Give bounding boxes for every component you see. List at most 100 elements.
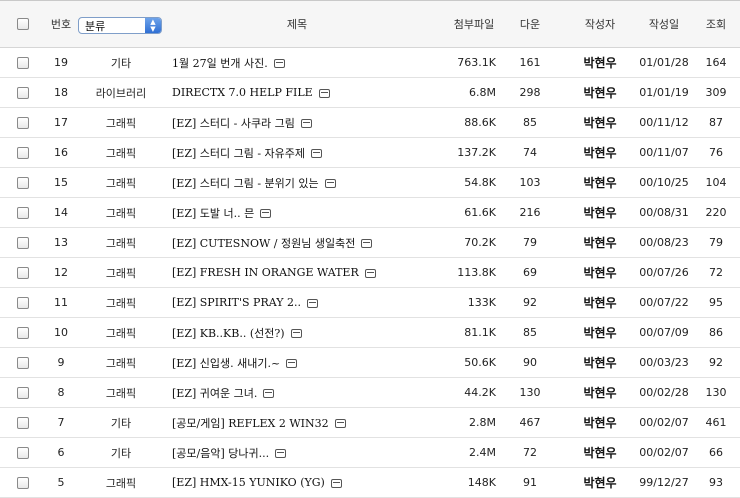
row-title-link[interactable]: [EZ] KB..KB.. (선전?)	[172, 326, 285, 340]
row-title-link[interactable]: [EZ] 귀여운 그녀.	[172, 386, 258, 400]
row-author[interactable]: 박현우	[583, 266, 617, 280]
row-select-cell	[11, 408, 35, 437]
row-downloads: 467	[519, 416, 541, 429]
row-title-link[interactable]: [EZ] 스터디 그림 - 분위기 있는	[172, 176, 319, 190]
row-title-cell: [EZ] KB..KB.. (선전?)	[172, 318, 442, 347]
row-date: 00/07/22	[639, 296, 689, 309]
row-title-cell: [EZ] 신입생. 새내기.~	[172, 348, 442, 377]
row-author[interactable]: 박현우	[583, 416, 617, 430]
row-checkbox[interactable]	[17, 146, 29, 159]
row-date: 00/02/07	[639, 416, 689, 429]
table-row: 18 라이브러리 DIRECTX 7.0 HELP FILE 6.8M 298 …	[0, 78, 740, 108]
row-category: 그래픽	[105, 206, 137, 220]
row-checkbox[interactable]	[17, 476, 29, 489]
row-downloads: 85	[523, 116, 537, 129]
row-number: 17	[54, 116, 68, 129]
row-author[interactable]: 박현우	[583, 146, 617, 160]
table-row: 14 그래픽 [EZ] 도발 너.. 믄 61.6K 216 박현우 00/08…	[0, 198, 740, 228]
row-views: 92	[709, 356, 723, 369]
row-title-link[interactable]: [공모/음악] 당나귀...	[172, 446, 270, 460]
row-title-link[interactable]: [EZ] 스터디 - 사쿠라 그림	[172, 116, 295, 130]
row-checkbox[interactable]	[17, 56, 29, 69]
row-select-cell	[11, 48, 35, 77]
row-title-link[interactable]: [EZ] HMX-15 YUNIKO (YG)	[172, 476, 325, 489]
row-select-cell	[11, 258, 35, 287]
row-date: 00/02/07	[639, 446, 689, 459]
row-title-link[interactable]: [EZ] CUTESNOW / 정원님 생일축전	[172, 236, 356, 250]
row-author[interactable]: 박현우	[583, 476, 617, 490]
row-author[interactable]: 박현우	[583, 206, 617, 220]
row-select-cell	[11, 198, 35, 227]
row-attachment-size: 44.2K	[464, 386, 496, 399]
row-number: 5	[57, 476, 65, 489]
row-title-link[interactable]: 1월 27일 번개 사진.	[172, 56, 268, 70]
comment-icon	[330, 479, 342, 488]
row-checkbox[interactable]	[17, 326, 29, 339]
category-filter-select[interactable]: 분류 ▲ ▼	[78, 17, 162, 34]
row-checkbox[interactable]	[17, 86, 29, 99]
row-title-cell: [EZ] 귀여운 그녀.	[172, 378, 442, 407]
row-author[interactable]: 박현우	[583, 116, 617, 130]
row-date: 00/11/07	[639, 146, 689, 159]
row-title-link[interactable]: DIRECTX 7.0 HELP FILE	[172, 86, 313, 99]
row-author[interactable]: 박현우	[583, 386, 617, 400]
row-author[interactable]: 박현우	[583, 296, 617, 310]
row-views: 95	[709, 296, 723, 309]
table-row: 7 기타 [공모/게임] REFLEX 2 WIN32 2.8M 467 박현우…	[0, 408, 740, 438]
header-number: 번호	[50, 18, 72, 31]
row-title-link[interactable]: [공모/게임] REFLEX 2 WIN32	[172, 416, 329, 430]
row-title-cell: [EZ] 도발 너.. 믄	[172, 198, 442, 227]
row-author[interactable]: 박현우	[583, 56, 617, 70]
row-number: 8	[57, 386, 65, 399]
row-select-cell	[11, 138, 35, 167]
row-checkbox[interactable]	[17, 356, 29, 369]
row-checkbox[interactable]	[17, 266, 29, 279]
row-title-link[interactable]: [EZ] 도발 너.. 믄	[172, 206, 255, 220]
row-views: 86	[709, 326, 723, 339]
table-row: 19 기타 1월 27일 번개 사진. 763.1K 161 박현우 01/01…	[0, 48, 740, 78]
row-category: 그래픽	[105, 326, 137, 340]
table-row: 15 그래픽 [EZ] 스터디 그림 - 분위기 있는 54.8K 103 박현…	[0, 168, 740, 198]
row-views: 461	[705, 416, 727, 429]
row-number: 10	[54, 326, 68, 339]
row-number: 18	[54, 86, 68, 99]
row-title-link[interactable]: [EZ] SPIRIT'S PRAY 2..	[172, 296, 301, 309]
row-downloads: 69	[523, 266, 537, 279]
row-downloads: 130	[519, 386, 541, 399]
row-select-cell	[11, 168, 35, 197]
row-checkbox[interactable]	[17, 206, 29, 219]
select-all-checkbox[interactable]	[17, 18, 29, 30]
row-date: 01/01/19	[639, 86, 689, 99]
table-row: 16 그래픽 [EZ] 스터디 그림 - 자유주제 137.2K 74 박현우 …	[0, 138, 740, 168]
row-author[interactable]: 박현우	[583, 446, 617, 460]
row-author[interactable]: 박현우	[583, 176, 617, 190]
row-downloads: 91	[523, 476, 537, 489]
row-title-cell: 1월 27일 번개 사진.	[172, 48, 442, 77]
table-row: 9 그래픽 [EZ] 신입생. 새내기.~ 50.6K 90 박현우 00/03…	[0, 348, 740, 378]
row-checkbox[interactable]	[17, 236, 29, 249]
row-checkbox[interactable]	[17, 416, 29, 429]
row-checkbox[interactable]	[17, 386, 29, 399]
row-author[interactable]: 박현우	[583, 86, 617, 100]
row-title-cell: [공모/게임] REFLEX 2 WIN32	[172, 408, 442, 437]
header-attachment: 첨부파일	[453, 18, 495, 31]
header-views: 조회	[705, 18, 727, 31]
table-row: 5 그래픽 [EZ] HMX-15 YUNIKO (YG) 148K 91 박현…	[0, 468, 740, 498]
row-title-link[interactable]: [EZ] 신입생. 새내기.~	[172, 356, 281, 370]
row-author[interactable]: 박현우	[583, 356, 617, 370]
row-checkbox[interactable]	[17, 176, 29, 189]
row-select-cell	[11, 288, 35, 317]
row-checkbox[interactable]	[17, 296, 29, 309]
row-category: 그래픽	[105, 236, 137, 250]
row-title-link[interactable]: [EZ] FRESH IN ORANGE WATER	[172, 266, 359, 279]
row-number: 14	[54, 206, 68, 219]
row-checkbox[interactable]	[17, 116, 29, 129]
row-author[interactable]: 박현우	[583, 326, 617, 340]
row-title-link[interactable]: [EZ] 스터디 그림 - 자유주제	[172, 146, 306, 160]
header-title: 제목	[286, 18, 308, 31]
row-author[interactable]: 박현우	[583, 236, 617, 250]
row-checkbox[interactable]	[17, 446, 29, 459]
row-number: 6	[57, 446, 65, 459]
row-title-cell: [EZ] 스터디 그림 - 분위기 있는	[172, 168, 442, 197]
